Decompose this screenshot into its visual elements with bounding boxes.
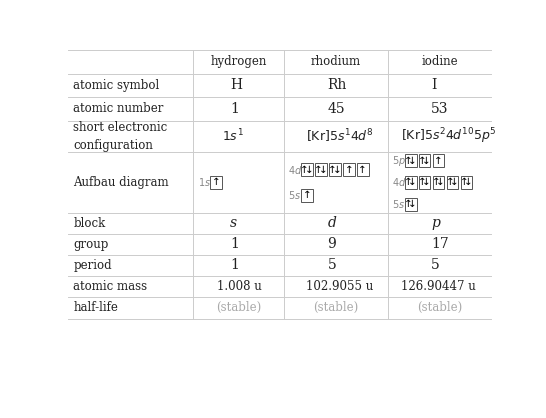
Bar [419, 154, 430, 167]
Bar [419, 176, 430, 189]
Bar [329, 163, 341, 176]
Text: ↓: ↓ [422, 178, 431, 187]
Text: $1s$: $1s$ [198, 176, 211, 189]
Text: ↓: ↓ [408, 199, 417, 209]
Bar [210, 176, 222, 189]
Text: $5s$: $5s$ [392, 198, 405, 210]
Text: ↓: ↓ [333, 165, 341, 175]
Text: (stable): (stable) [417, 301, 462, 314]
Text: ↑: ↑ [345, 165, 353, 175]
Text: ↓: ↓ [305, 165, 313, 175]
Text: $[\mathrm{Kr}]5s^24d^{10}5p^5$: $[\mathrm{Kr}]5s^24d^{10}5p^5$ [401, 127, 497, 146]
Bar [405, 154, 417, 167]
Text: 17: 17 [431, 237, 449, 251]
Text: ↓: ↓ [450, 178, 459, 187]
Text: ↓: ↓ [422, 155, 431, 166]
Text: 5: 5 [328, 258, 336, 272]
Text: 53: 53 [431, 102, 449, 116]
Text: ↑: ↑ [404, 178, 413, 187]
Bar [460, 176, 472, 189]
Text: ↓: ↓ [436, 178, 445, 187]
Text: Rh: Rh [328, 79, 347, 92]
Text: rhodium: rhodium [311, 56, 361, 69]
Text: $5s$: $5s$ [288, 189, 301, 201]
Text: 5: 5 [431, 258, 440, 272]
Bar [357, 163, 369, 176]
Text: $4d$: $4d$ [288, 163, 302, 176]
Text: atomic symbol: atomic symbol [73, 79, 159, 92]
Text: ↑: ↑ [434, 155, 443, 166]
Text: atomic number: atomic number [73, 102, 164, 115]
Text: ↑: ↑ [460, 178, 468, 187]
Text: ↓: ↓ [464, 178, 473, 187]
Text: Aufbau diagram: Aufbau diagram [73, 176, 169, 189]
Text: hydrogen: hydrogen [210, 56, 267, 69]
Text: $4d$: $4d$ [392, 176, 406, 189]
Bar [405, 198, 417, 211]
Text: 1: 1 [230, 237, 239, 251]
Bar [343, 163, 355, 176]
Text: ↓: ↓ [408, 178, 417, 187]
Text: d: d [328, 217, 336, 230]
Text: 1: 1 [230, 258, 239, 272]
Bar [447, 176, 459, 189]
Text: ↑: ↑ [358, 165, 367, 175]
Bar [432, 176, 444, 189]
Text: $5p$: $5p$ [392, 153, 406, 168]
Text: group: group [73, 238, 109, 251]
Text: ↑: ↑ [418, 178, 427, 187]
Text: ↑: ↑ [404, 155, 413, 166]
Text: $[\mathrm{Kr}]5s^14d^8$: $[\mathrm{Kr}]5s^14d^8$ [306, 127, 374, 145]
Text: H: H [230, 79, 242, 92]
Text: p: p [431, 217, 440, 230]
Text: ↑: ↑ [446, 178, 455, 187]
Text: (stable): (stable) [216, 301, 261, 314]
Text: 126.90447 u: 126.90447 u [401, 280, 476, 293]
Text: short electronic
configuration: short electronic configuration [73, 121, 168, 152]
Bar [301, 163, 313, 176]
Text: ↓: ↓ [319, 165, 328, 175]
Text: ↑: ↑ [302, 190, 311, 200]
Text: ↑: ↑ [432, 178, 441, 187]
Text: 1.008 u: 1.008 u [217, 280, 262, 293]
Text: ↓: ↓ [408, 155, 417, 166]
Text: ↑: ↑ [404, 199, 413, 209]
Text: s: s [230, 217, 237, 230]
Text: iodine: iodine [422, 56, 458, 69]
Bar [432, 154, 444, 167]
Text: ↑: ↑ [314, 165, 323, 175]
Text: I: I [431, 79, 436, 92]
Text: ↑: ↑ [300, 165, 309, 175]
Text: 9: 9 [328, 237, 336, 251]
Bar [315, 163, 327, 176]
Text: 1: 1 [230, 102, 239, 116]
Text: ↑: ↑ [418, 155, 427, 166]
Text: ↑: ↑ [328, 165, 337, 175]
Bar [405, 176, 417, 189]
Text: 102.9055 u: 102.9055 u [306, 280, 373, 293]
Text: 45: 45 [328, 102, 345, 116]
Text: atomic mass: atomic mass [73, 280, 147, 293]
Text: block: block [73, 217, 105, 230]
Text: $1s^1$: $1s^1$ [222, 128, 244, 145]
Text: period: period [73, 259, 112, 272]
Text: ↑: ↑ [211, 178, 220, 187]
Bar [301, 189, 313, 202]
Text: (stable): (stable) [313, 301, 359, 314]
Text: half-life: half-life [73, 301, 118, 314]
